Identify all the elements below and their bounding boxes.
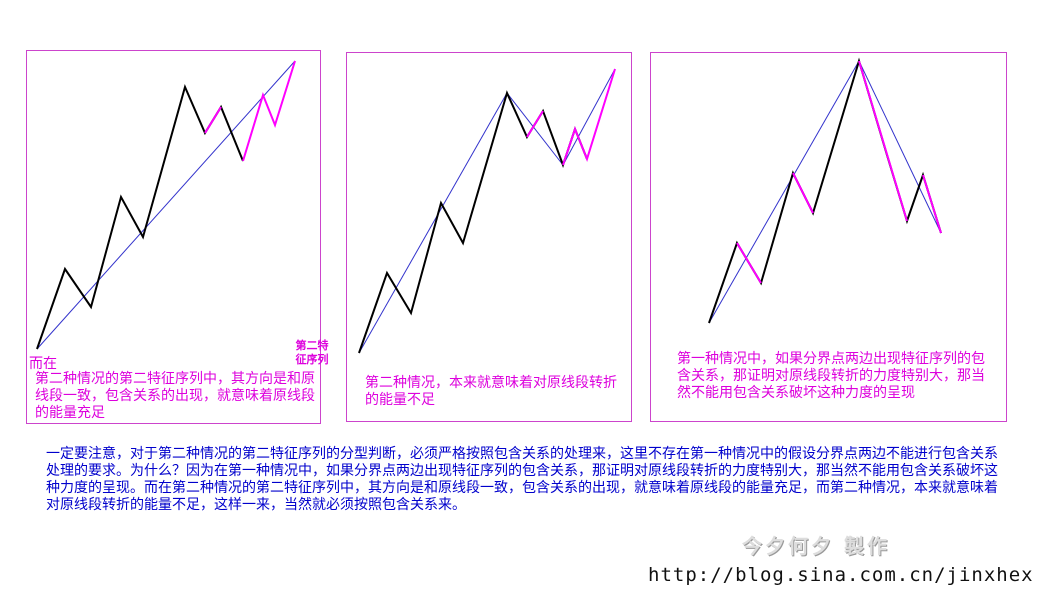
panel-1-strokes [36,60,296,350]
trend-line-a [708,60,860,324]
trend-line-c [562,68,616,166]
panel-1-lead: 而在 [29,356,57,372]
panel-3-strokes [708,57,942,324]
diagram-panel-1: 而在 第二特 征序列 第二种情况的第二特征序列中，其方向是和原线段一致，包含关系… [26,50,329,424]
feature-strokes-a [736,242,762,284]
trend-line-b [506,92,564,166]
author-credit: 今夕何夕 製作 [742,534,890,558]
panel-1-tag: 第二特 征序列 [295,339,329,366]
panel-3-caption: 第一种情况中，如果分界点两边出现特征序列的包含关系，那证明对原线段转折的力度特别… [677,351,985,401]
trend-line-b [858,60,942,234]
feature-strokes-b [562,68,616,166]
main-strokes [36,84,244,350]
panel-2-caption: 第二种情况，本来就意味着对原线段转折的能量不足 [365,375,617,408]
diagram-panel-2: 第二种情况，本来就意味着对原线段转折的能量不足 [346,52,632,422]
panel-1-caption: 第二种情况的第二特征序列中，其方向是和原线段一致，包含关系的出现，就意味着原线段… [35,371,315,421]
feature-strokes-b [242,60,296,162]
feature-strokes-c [858,60,908,222]
trend-line [36,60,296,350]
diagram-panel-3: 第一种情况中，如果分界点两边出现特征序列的包含关系，那证明对原线段转折的力度特别… [650,52,1007,422]
main-strokes [708,57,942,324]
trend-line-a [358,92,508,354]
feature-strokes-a [526,110,544,138]
blog-url[interactable]: http://blog.sina.com.cn/jinxhex [648,564,1034,586]
panel-2-strokes [358,68,616,354]
main-strokes [358,90,588,354]
feature-strokes-d [922,174,942,234]
explanation-note: 一定要注意，对于第二种情况的第二特征序列的分型判断，必须严格按照包含关系的处理来… [46,446,998,513]
feature-strokes-b [792,172,814,214]
feature-strokes-a [204,106,222,134]
